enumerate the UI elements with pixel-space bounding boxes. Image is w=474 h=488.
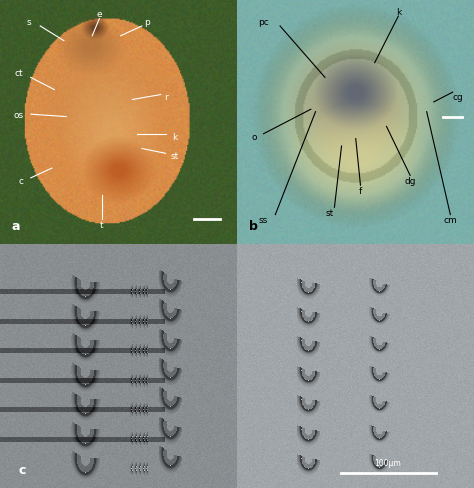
Text: dg: dg (404, 177, 416, 185)
Text: e: e (97, 10, 102, 19)
Text: ss: ss (259, 216, 268, 224)
Text: cg: cg (452, 93, 463, 102)
Text: t: t (100, 221, 103, 229)
Text: s: s (26, 18, 31, 26)
Text: r: r (164, 93, 167, 102)
Text: b: b (249, 219, 258, 232)
Text: 100μm: 100μm (374, 458, 401, 468)
Text: o: o (251, 132, 257, 142)
Text: c: c (19, 463, 27, 476)
Text: cm: cm (444, 216, 457, 224)
Text: a: a (12, 219, 20, 232)
Text: c: c (19, 177, 24, 185)
Text: st: st (326, 208, 334, 217)
Text: f: f (359, 186, 362, 195)
Text: os: os (14, 110, 24, 120)
Text: k: k (173, 132, 178, 142)
Text: pc: pc (258, 18, 269, 26)
Text: ct: ct (15, 69, 23, 78)
Text: st: st (171, 152, 179, 161)
Text: p: p (144, 18, 149, 26)
Text: k: k (396, 8, 401, 17)
